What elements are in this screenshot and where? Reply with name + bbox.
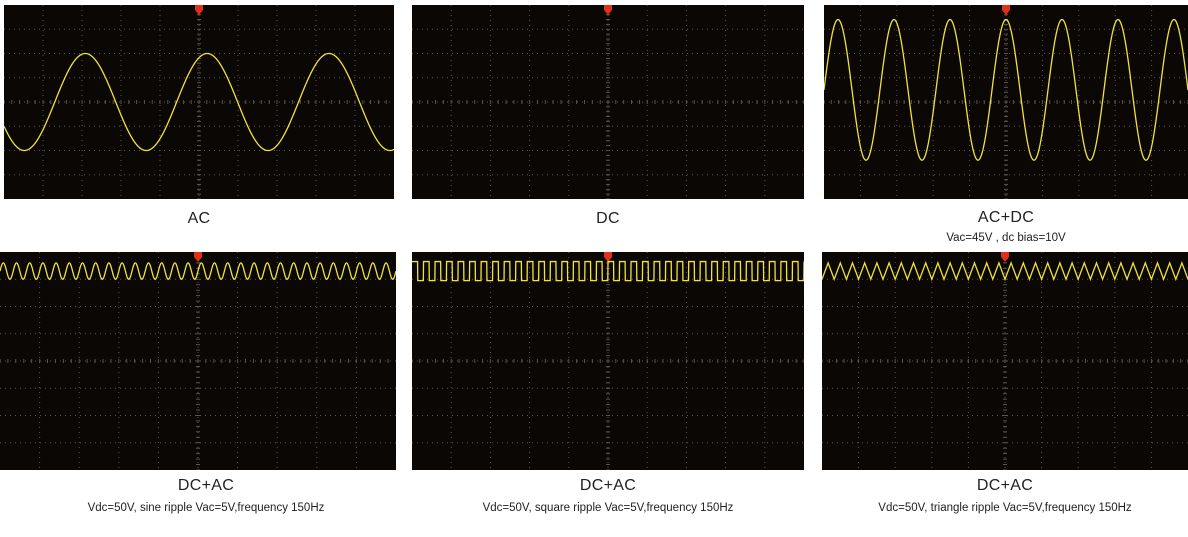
- graticule: [822, 252, 1188, 470]
- graticule: [4, 5, 394, 199]
- chart-title: DC: [596, 210, 620, 227]
- chart-title: DC+AC: [579, 477, 637, 494]
- scope-screen: [822, 252, 1188, 470]
- chart-title: DC+AC: [177, 477, 235, 494]
- scope-screen: [412, 252, 804, 470]
- trigger-marker-icon: [1002, 5, 1010, 15]
- scope-screen: [0, 252, 396, 470]
- waveform-trace: [822, 260, 1188, 282]
- trigger-marker-icon: [195, 5, 203, 15]
- scope-screen: [412, 5, 804, 199]
- trigger-marker-icon: [604, 252, 612, 262]
- scope-plot: [824, 5, 1188, 199]
- trigger-marker-icon: [194, 252, 202, 262]
- chart-title: AC+DC: [977, 209, 1035, 226]
- waveform-trace: [4, 52, 394, 152]
- scope-plot: [822, 252, 1188, 470]
- graticule: [412, 5, 804, 199]
- chart-subtitle: Vac=45V , dc bias=10V: [946, 232, 1066, 244]
- graticule: [0, 252, 396, 470]
- chart-subtitle: Vdc=50V, triangle ripple Vac=5V,frequenc…: [878, 502, 1132, 514]
- chart-title: AC: [187, 210, 211, 227]
- chart-title: DC+AC: [976, 477, 1034, 494]
- waveform-trace: [412, 260, 804, 282]
- scope-screen: [4, 5, 394, 199]
- waveform-trace: [824, 18, 1188, 161]
- trigger-marker-icon: [604, 5, 612, 15]
- scope-plot: [412, 5, 804, 199]
- scope-plot: [4, 5, 394, 199]
- waveform-trace: [0, 262, 396, 280]
- scope-plot: [0, 252, 396, 470]
- scope-plot: [412, 252, 804, 470]
- scope-screen: [824, 5, 1188, 199]
- graticule: [412, 252, 804, 470]
- trigger-marker-icon: [1001, 252, 1009, 262]
- chart-subtitle: Vdc=50V, square ripple Vac=5V,frequency …: [482, 502, 734, 514]
- chart-subtitle: Vdc=50V, sine ripple Vac=5V,frequency 15…: [87, 502, 325, 514]
